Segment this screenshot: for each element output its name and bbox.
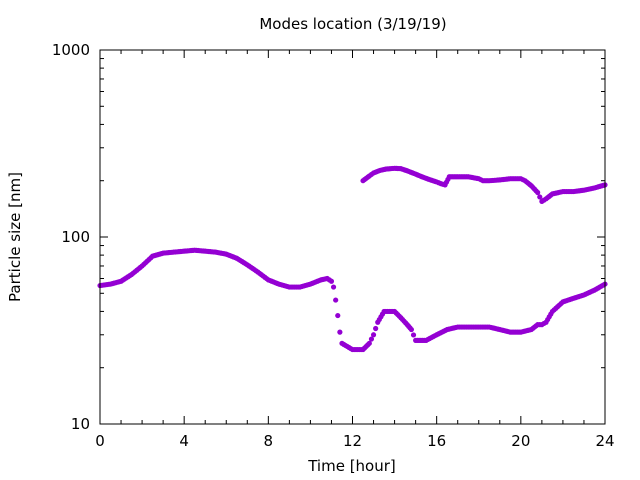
axis-ticks bbox=[99, 50, 606, 425]
data-point bbox=[408, 326, 415, 333]
x-tick-label: 16 bbox=[427, 432, 446, 450]
data-point bbox=[410, 332, 417, 338]
x-tick-label: 0 bbox=[95, 432, 105, 450]
chart-title: Modes location (3/19/19) bbox=[259, 15, 446, 33]
data-point bbox=[330, 284, 337, 290]
data-point bbox=[373, 325, 379, 332]
data-point bbox=[537, 194, 543, 200]
data-point bbox=[535, 189, 541, 196]
data-point bbox=[366, 340, 372, 346]
x-tick-label: 8 bbox=[264, 432, 274, 450]
x-tick-label: 24 bbox=[595, 432, 614, 450]
data-point bbox=[335, 312, 341, 319]
data-point bbox=[368, 336, 375, 342]
x-axis-label: Time [hour] bbox=[307, 457, 396, 475]
y-tick-label: 1000 bbox=[52, 41, 90, 59]
axis-tick-labels: 0 4 8 12 16 20 24 10 100 1000 bbox=[52, 41, 615, 450]
x-tick-label: 12 bbox=[343, 432, 362, 450]
y-tick-label: 100 bbox=[61, 228, 90, 246]
plot-frame bbox=[99, 49, 606, 425]
data-point bbox=[328, 278, 335, 284]
y-tick-label: 10 bbox=[71, 415, 90, 433]
data-point bbox=[333, 297, 339, 303]
x-tick-label: 20 bbox=[511, 432, 530, 450]
x-tick-label: 4 bbox=[179, 432, 189, 450]
data-point bbox=[337, 329, 343, 335]
data-point bbox=[370, 332, 377, 338]
data-points bbox=[97, 165, 608, 353]
y-axis-label: Particle size [nm] bbox=[6, 172, 24, 302]
